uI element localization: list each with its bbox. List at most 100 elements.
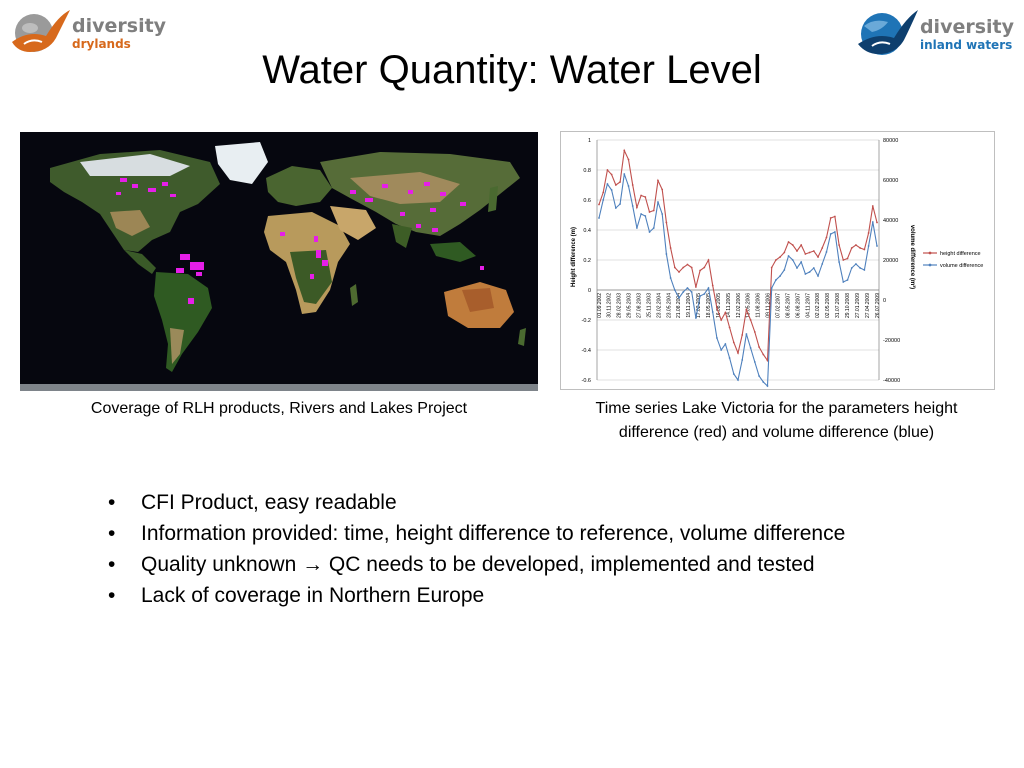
y-tick-label: 1 — [588, 138, 591, 144]
series-point — [724, 343, 727, 345]
bullet-item: • CFI Product, easy readable — [108, 487, 845, 518]
series-point — [821, 263, 824, 265]
series-point — [690, 266, 693, 269]
bullet-text-post: QC needs to be developed, implemented an… — [323, 553, 815, 576]
logo-left-line1: diversity — [72, 14, 167, 37]
series-point — [829, 233, 832, 235]
y-tick-label: -0.6 — [582, 378, 591, 384]
slide-title: Water Quantity: Water Level — [262, 48, 762, 92]
series-point — [737, 352, 739, 354]
series-point — [838, 244, 840, 246]
series-point — [665, 221, 668, 224]
series-point — [808, 251, 811, 254]
series-point — [669, 277, 672, 279]
series-point — [661, 188, 664, 191]
series-point — [800, 244, 803, 246]
y-tick-label: 0 — [588, 288, 591, 294]
x-tick-label: 18.05.2005 — [706, 293, 712, 318]
legend-label: height difference — [940, 251, 981, 257]
bullet-dot: • — [108, 584, 116, 607]
series-point — [787, 241, 790, 243]
series-point — [652, 227, 655, 229]
x-tick-label: 08.05.2007 — [785, 293, 791, 318]
series-point — [711, 284, 714, 287]
y2-tick-label: -20000 — [883, 338, 900, 344]
series-point — [753, 361, 756, 363]
bullet-text: CFI Product, easy readable — [141, 491, 397, 514]
x-tick-label: 29.10.2008 — [845, 293, 851, 318]
series-point — [762, 381, 765, 383]
series-point — [673, 266, 676, 269]
x-tick-label: 09.11.2006 — [766, 293, 772, 318]
y2-tick-label: 20000 — [883, 258, 898, 264]
series-point — [863, 248, 866, 251]
series-point — [850, 247, 853, 249]
series-point — [817, 275, 819, 277]
arrow-icon: → — [302, 553, 324, 576]
series-point — [808, 271, 811, 273]
y-tick-label: 0.8 — [583, 168, 591, 174]
series-point — [602, 199, 605, 201]
diversity-drylands-logo: diversity drylands — [8, 8, 166, 58]
bullet-list: • CFI Product, easy readable • Information… — [108, 487, 845, 611]
series-point — [745, 333, 748, 335]
series-point — [720, 349, 723, 351]
series-point — [846, 279, 849, 281]
series-point — [598, 217, 600, 219]
x-tick-label: 27.08.2003 — [637, 293, 643, 318]
world-map-image — [20, 132, 538, 391]
series-point — [707, 287, 710, 289]
series-point — [762, 353, 765, 356]
legend-marker — [928, 263, 932, 267]
series-line-0 — [598, 148, 878, 363]
series-point — [758, 375, 760, 377]
y2-tick-label: 40000 — [883, 218, 898, 224]
series-point — [758, 346, 760, 348]
series-point — [728, 326, 731, 329]
series-point — [724, 311, 727, 314]
series-point — [707, 259, 710, 261]
series-point — [855, 263, 857, 265]
series-point — [787, 255, 790, 257]
series-point — [623, 173, 626, 175]
chart-svg: -0.6 -0.4 -0.2 0 0.2 0.4 0.6 0.8 1 -40000 -20000 0… — [571, 138, 983, 388]
map-caption: Coverage of RLH products, Rivers and Lak… — [90, 400, 468, 417]
series-point — [741, 359, 744, 361]
x-tick-label: 02.02.2008 — [815, 293, 821, 318]
series-point — [732, 373, 735, 375]
series-point — [716, 307, 718, 309]
x-tick-label: 23.05.2004 — [666, 293, 672, 318]
y-tick-label: -0.4 — [582, 348, 591, 354]
y-tick-label: 0.6 — [583, 198, 591, 204]
series-point — [619, 203, 621, 205]
series-point — [610, 189, 613, 191]
series-point — [770, 287, 773, 289]
series-point — [791, 259, 794, 261]
x-tick-label: 19.11.2004 — [686, 293, 692, 318]
series-point — [636, 227, 638, 229]
x-tick-label: 06.08.2007 — [795, 293, 801, 318]
series-point — [867, 232, 870, 234]
series-point — [678, 297, 680, 299]
series-point — [850, 267, 853, 269]
series-point — [737, 379, 739, 381]
bullet-dot: • — [108, 491, 116, 514]
series-point — [749, 319, 752, 321]
series-point — [779, 256, 782, 258]
series-point — [682, 266, 685, 269]
x-tick-label: 31.07.2008 — [835, 293, 841, 318]
x-tick-label: 30.11.2002 — [607, 293, 613, 318]
series-point — [711, 311, 714, 313]
x-tick-label: 01.09.2002 — [597, 293, 603, 318]
diversity-inland-waters-logo: diversity inland waters — [854, 8, 1014, 60]
series-point — [623, 149, 626, 152]
series-point — [846, 257, 849, 260]
series-point — [690, 291, 693, 293]
series-point — [703, 266, 706, 269]
series-point — [686, 263, 689, 266]
series-point — [678, 271, 680, 273]
series-point — [694, 286, 697, 288]
series-point — [804, 273, 807, 275]
series-point — [766, 359, 769, 362]
bullet-dot: • — [108, 522, 116, 545]
